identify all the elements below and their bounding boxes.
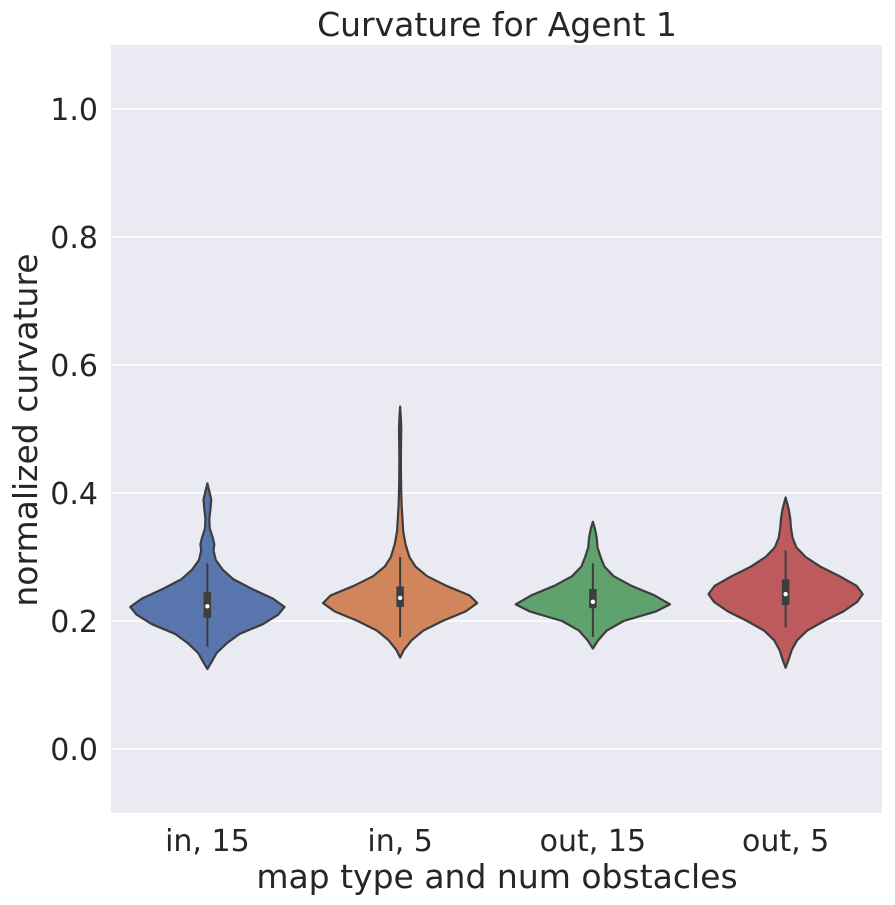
violin: [321, 405, 479, 659]
violin-body: [321, 405, 479, 659]
violin-median: [783, 591, 788, 597]
violin-median: [205, 604, 210, 609]
y-tick-label: 0.8: [50, 221, 98, 256]
y-tick-labels: 0.0 0.2 0.4 0.6 0.8 1.0: [50, 93, 98, 768]
y-axis-label: normalized curvature: [6, 253, 45, 606]
x-tick-label: out, 5: [742, 824, 829, 859]
violins: [129, 405, 864, 671]
violin-median: [397, 595, 403, 601]
y-tick-label: 0.2: [50, 605, 98, 640]
x-tick-labels: in, 15 in, 5 out, 15 out, 5: [165, 824, 829, 859]
y-tick-label: 0.0: [50, 733, 98, 768]
chart-title: Curvature for Agent 1: [317, 5, 677, 44]
violin-median: [590, 599, 596, 604]
y-tick-label: 0.4: [50, 477, 98, 512]
x-axis-label: map type and num obstacles: [256, 857, 737, 896]
x-tick-label: out, 15: [540, 824, 646, 859]
plot-background: [111, 45, 882, 813]
y-tick-label: 0.6: [50, 349, 98, 384]
x-tick-label: in, 15: [165, 824, 250, 859]
violin: [707, 496, 864, 669]
violin: [129, 482, 286, 671]
x-tick-label: in, 5: [367, 824, 433, 859]
y-tick-label: 1.0: [50, 93, 98, 128]
violin: [514, 520, 672, 650]
